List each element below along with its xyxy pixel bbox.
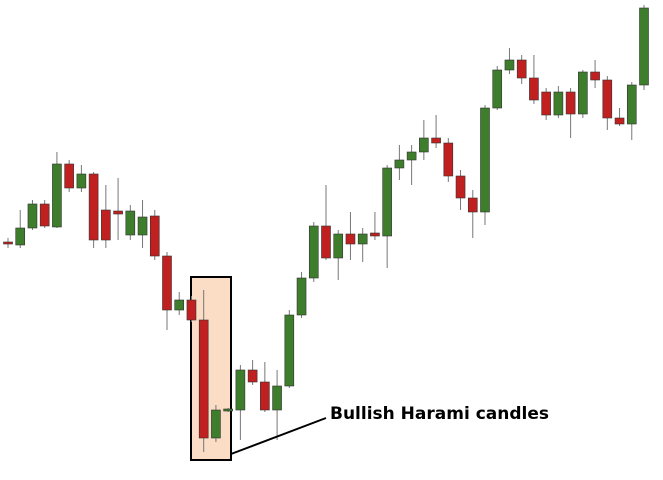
candle-body bbox=[431, 137, 441, 144]
candle-body bbox=[345, 233, 356, 245]
candle-body bbox=[308, 225, 319, 279]
candle-body bbox=[382, 167, 392, 237]
candle-body bbox=[394, 159, 405, 169]
candle-body bbox=[333, 233, 344, 259]
highlight-box bbox=[190, 276, 232, 461]
candle-body bbox=[321, 225, 331, 259]
candle-body bbox=[198, 319, 209, 439]
candle-body bbox=[467, 197, 478, 213]
candle-body bbox=[162, 255, 172, 311]
candle-body bbox=[149, 215, 160, 257]
candle-body bbox=[186, 299, 197, 321]
candle-body bbox=[272, 385, 282, 411]
candle-body bbox=[602, 79, 613, 119]
candle-body bbox=[553, 91, 564, 116]
candle-body bbox=[15, 227, 26, 246]
candle-body bbox=[578, 71, 588, 115]
candle-body bbox=[419, 137, 429, 153]
candle-body bbox=[357, 233, 368, 245]
candle-body bbox=[565, 91, 576, 115]
candle-body bbox=[137, 216, 148, 236]
candle-body bbox=[626, 84, 637, 125]
candle-body bbox=[247, 369, 258, 383]
candle-body bbox=[284, 314, 295, 387]
candle-body bbox=[590, 71, 600, 81]
candle-body bbox=[504, 59, 515, 71]
candle-body bbox=[52, 163, 62, 228]
annotation: Bullish Harami candles bbox=[330, 404, 549, 424]
candle-body bbox=[455, 175, 466, 199]
candle-body bbox=[64, 163, 74, 189]
candle-body bbox=[614, 117, 625, 125]
candle-body bbox=[406, 151, 417, 161]
candle-body bbox=[88, 173, 99, 241]
candle-body bbox=[39, 203, 50, 227]
candle-body bbox=[27, 203, 38, 229]
candle-body bbox=[541, 91, 551, 116]
candle-body bbox=[125, 210, 136, 236]
candle-body bbox=[260, 381, 270, 411]
candle-body bbox=[529, 77, 539, 101]
candle-body bbox=[370, 232, 380, 237]
candle-body bbox=[113, 210, 123, 215]
annotation-pointer bbox=[230, 417, 327, 455]
candle-body bbox=[174, 299, 185, 311]
candle-body bbox=[296, 277, 307, 316]
candle-body bbox=[516, 59, 527, 79]
candle-body bbox=[443, 142, 454, 177]
candle-body bbox=[223, 408, 233, 412]
candle-body bbox=[235, 369, 246, 411]
candle-body bbox=[211, 409, 221, 439]
candle-body bbox=[639, 7, 649, 86]
candle-body bbox=[480, 107, 490, 213]
candle-body bbox=[101, 209, 111, 241]
candle-body bbox=[76, 173, 87, 189]
candle-body bbox=[492, 69, 503, 109]
candle-body bbox=[3, 241, 13, 245]
